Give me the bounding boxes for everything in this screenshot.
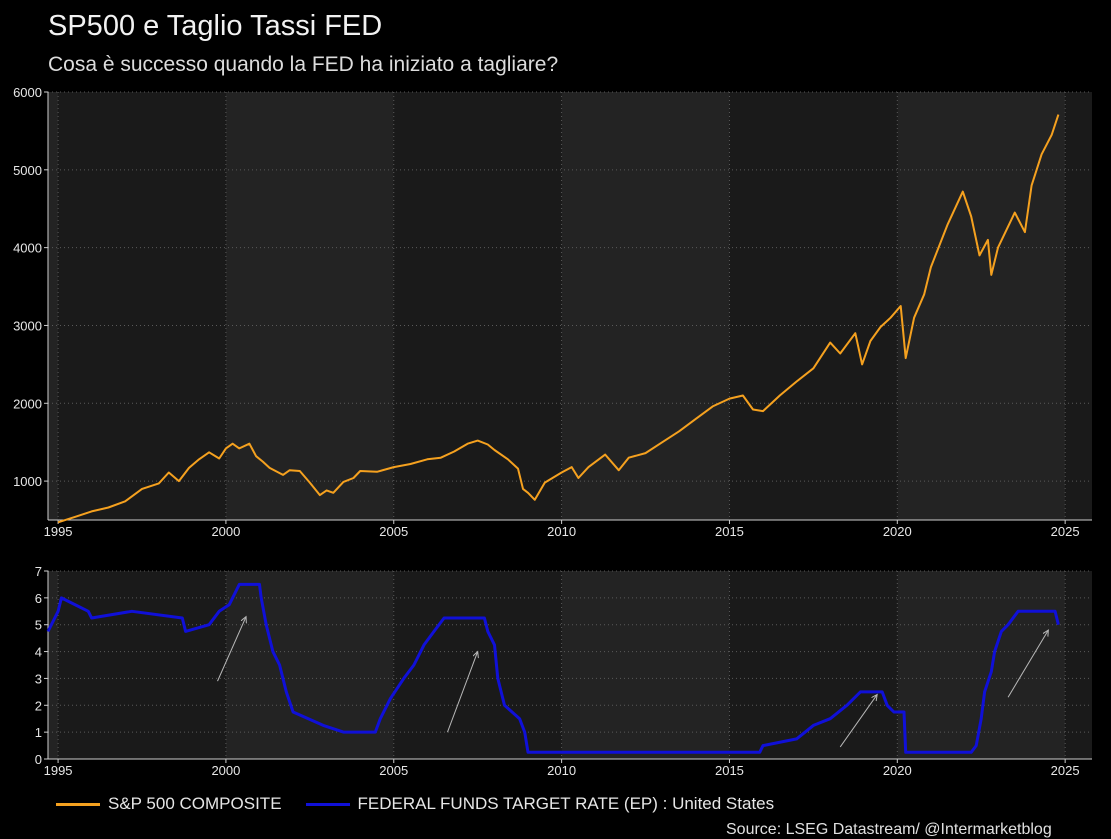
x-tick-label-bottom: 2010 [547, 763, 576, 778]
annotation-arrow [1007, 630, 1048, 698]
x-tick-label-bottom: 2020 [883, 763, 912, 778]
legend-swatch-sp500 [56, 802, 100, 806]
y-tick-label-bottom: 1 [35, 725, 42, 740]
plot-band-bottom [1065, 571, 1092, 759]
x-tick-label-top: 2000 [211, 524, 240, 539]
series-line-sp500 [57, 114, 1060, 524]
y-tick-label-top: 3000 [13, 318, 42, 333]
legend: S&P 500 COMPOSITE FEDERAL FUNDS TARGET R… [56, 794, 798, 814]
y-tick-label-top: 2000 [13, 396, 42, 411]
x-tick-label-bottom: 2005 [379, 763, 408, 778]
plot-band-bottom [897, 571, 1066, 759]
plot-band-top [729, 92, 898, 520]
plot-band-top [58, 92, 226, 520]
plot-band-top [48, 92, 59, 520]
legend-item-sp500: S&P 500 COMPOSITE [56, 794, 282, 814]
plot-band-bottom [561, 571, 730, 759]
y-tick-label-bottom: 2 [35, 698, 42, 713]
plot-band-bottom [393, 571, 562, 759]
y-tick-label-bottom: 7 [35, 564, 42, 579]
chart-title: SP500 e Taglio Tassi FED [48, 10, 383, 42]
y-tick-label-bottom: 4 [35, 645, 42, 660]
x-tick-label-bottom: 1995 [44, 763, 73, 778]
y-tick-label-top: 1000 [13, 474, 42, 489]
y-tick-label-bottom: 5 [35, 618, 42, 633]
chart-subtitle: Cosa è successo quando la FED ha iniziat… [48, 53, 559, 76]
legend-swatch-fed [305, 802, 350, 806]
plot-band-bottom [225, 571, 394, 759]
x-tick-label-bottom: 2000 [211, 763, 240, 778]
x-tick-label-top: 2015 [715, 524, 744, 539]
plot-band-top [561, 92, 730, 520]
y-tick-label-bottom: 0 [35, 752, 42, 767]
plot-band-top [1065, 92, 1092, 520]
plot-band-top [393, 92, 562, 520]
plot-band-bottom [58, 571, 226, 759]
y-tick-label-top: 4000 [13, 241, 42, 256]
y-tick-label-top: 6000 [13, 85, 42, 100]
legend-item-fed: FEDERAL FUNDS TARGET RATE (EP) : United … [305, 794, 775, 814]
x-tick-label-top: 2005 [379, 524, 408, 539]
plot-band-bottom [729, 571, 898, 759]
legend-label-fed: FEDERAL FUNDS TARGET RATE (EP) : United … [357, 794, 775, 813]
plot-band-bottom [48, 571, 59, 759]
y-tick-label-bottom: 6 [35, 591, 42, 606]
series-line-fed-rate [46, 582, 1060, 754]
annotation-arrow [217, 617, 247, 682]
annotation-arrow [447, 652, 477, 733]
plot-band-top [225, 92, 394, 520]
x-tick-label-top: 2025 [1051, 524, 1080, 539]
x-tick-label-top: 2010 [547, 524, 576, 539]
x-tick-label-bottom: 2025 [1051, 763, 1080, 778]
x-tick-label-bottom: 2015 [715, 763, 744, 778]
x-tick-label-top: 1995 [44, 524, 73, 539]
legend-label-sp500: S&P 500 COMPOSITE [108, 794, 282, 813]
y-tick-label-bottom: 3 [35, 671, 42, 686]
x-tick-label-top: 2020 [883, 524, 912, 539]
plot-band-top [897, 92, 1066, 520]
annotation-arrow [839, 695, 877, 748]
source-note: Source: LSEG Datastream/ @Intermarketblo… [726, 821, 1052, 838]
y-tick-label-top: 5000 [13, 163, 42, 178]
